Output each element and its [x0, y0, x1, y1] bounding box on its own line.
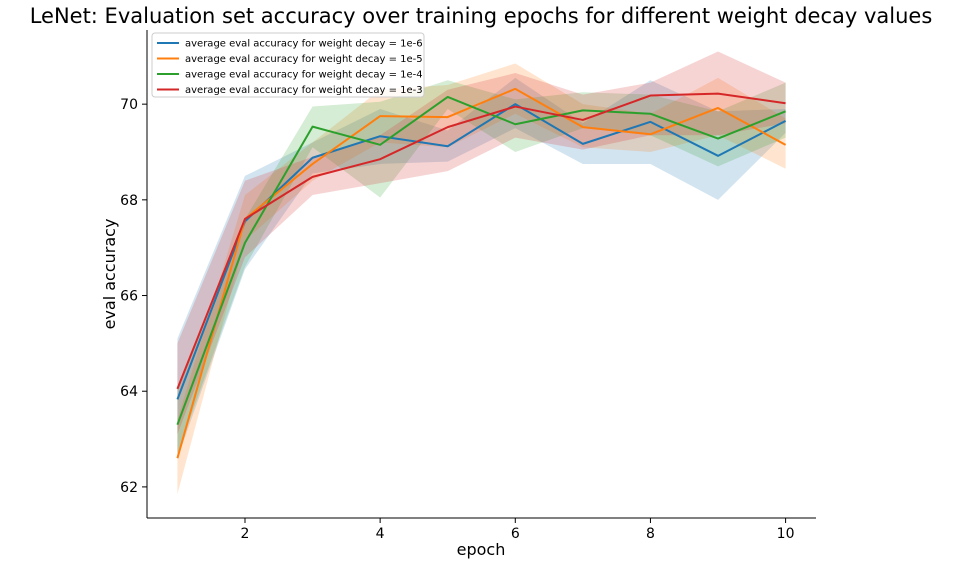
x-axis-label: epoch	[457, 540, 506, 559]
band-series-3	[177, 80, 786, 454]
y-tick-label: 68	[120, 193, 138, 209]
band-series-1	[177, 77, 786, 459]
line-series-1	[176, 103, 787, 400]
y-axis-label: eval accuracy	[100, 219, 119, 330]
y-ticks: 62 64 66 68 70	[120, 97, 147, 496]
x-tick-label: 6	[511, 526, 520, 542]
chart-title: LeNet: Evaluation set accuracy over trai…	[30, 4, 933, 28]
x-tick-label: 2	[241, 526, 250, 542]
line-series-3	[176, 95, 786, 426]
x-tick-label: 4	[376, 526, 385, 542]
axes	[146, 30, 816, 519]
legend: average eval accuracy for weight decay =…	[151, 32, 425, 98]
legend-label-3: average eval accuracy for weight decay =…	[185, 70, 423, 81]
line-series-2	[176, 87, 787, 459]
y-tick-label: 70	[120, 97, 138, 113]
legend-label-4: average eval accuracy for weight decay =…	[185, 85, 423, 96]
legend-frame	[151, 32, 425, 98]
y-tick-label: 62	[120, 480, 138, 496]
x-tick-label: 10	[777, 526, 795, 542]
confidence-bands	[177, 51, 786, 495]
y-tick-label: 66	[120, 289, 138, 305]
x-tick-label: 8	[646, 526, 655, 542]
line-series-4	[176, 92, 786, 390]
legend-label-1: average eval accuracy for weight decay =…	[185, 39, 423, 50]
band-series-4	[177, 51, 786, 435]
y-tick-label: 64	[120, 384, 138, 400]
x-ticks: 2 4 6 8 10	[241, 518, 795, 542]
band-series-2	[177, 63, 786, 495]
series-lines	[176, 87, 787, 459]
legend-label-2: average eval accuracy for weight decay =…	[185, 54, 423, 65]
